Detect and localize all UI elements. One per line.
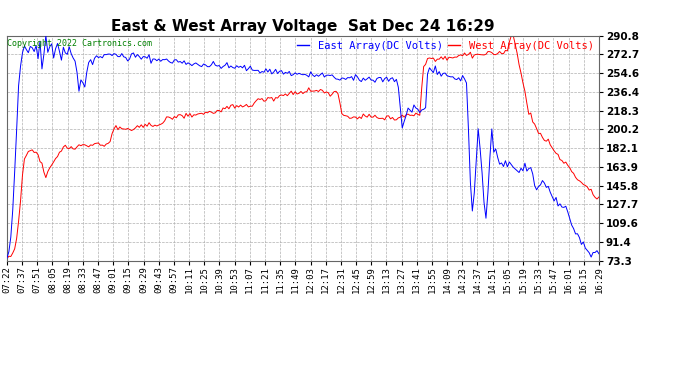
Text: Copyright 2022 Cartronics.com: Copyright 2022 Cartronics.com	[8, 39, 152, 48]
Legend: East Array(DC Volts), West Array(DC Volts): East Array(DC Volts), West Array(DC Volt…	[297, 41, 593, 51]
Title: East & West Array Voltage  Sat Dec 24 16:29: East & West Array Voltage Sat Dec 24 16:…	[111, 20, 495, 34]
